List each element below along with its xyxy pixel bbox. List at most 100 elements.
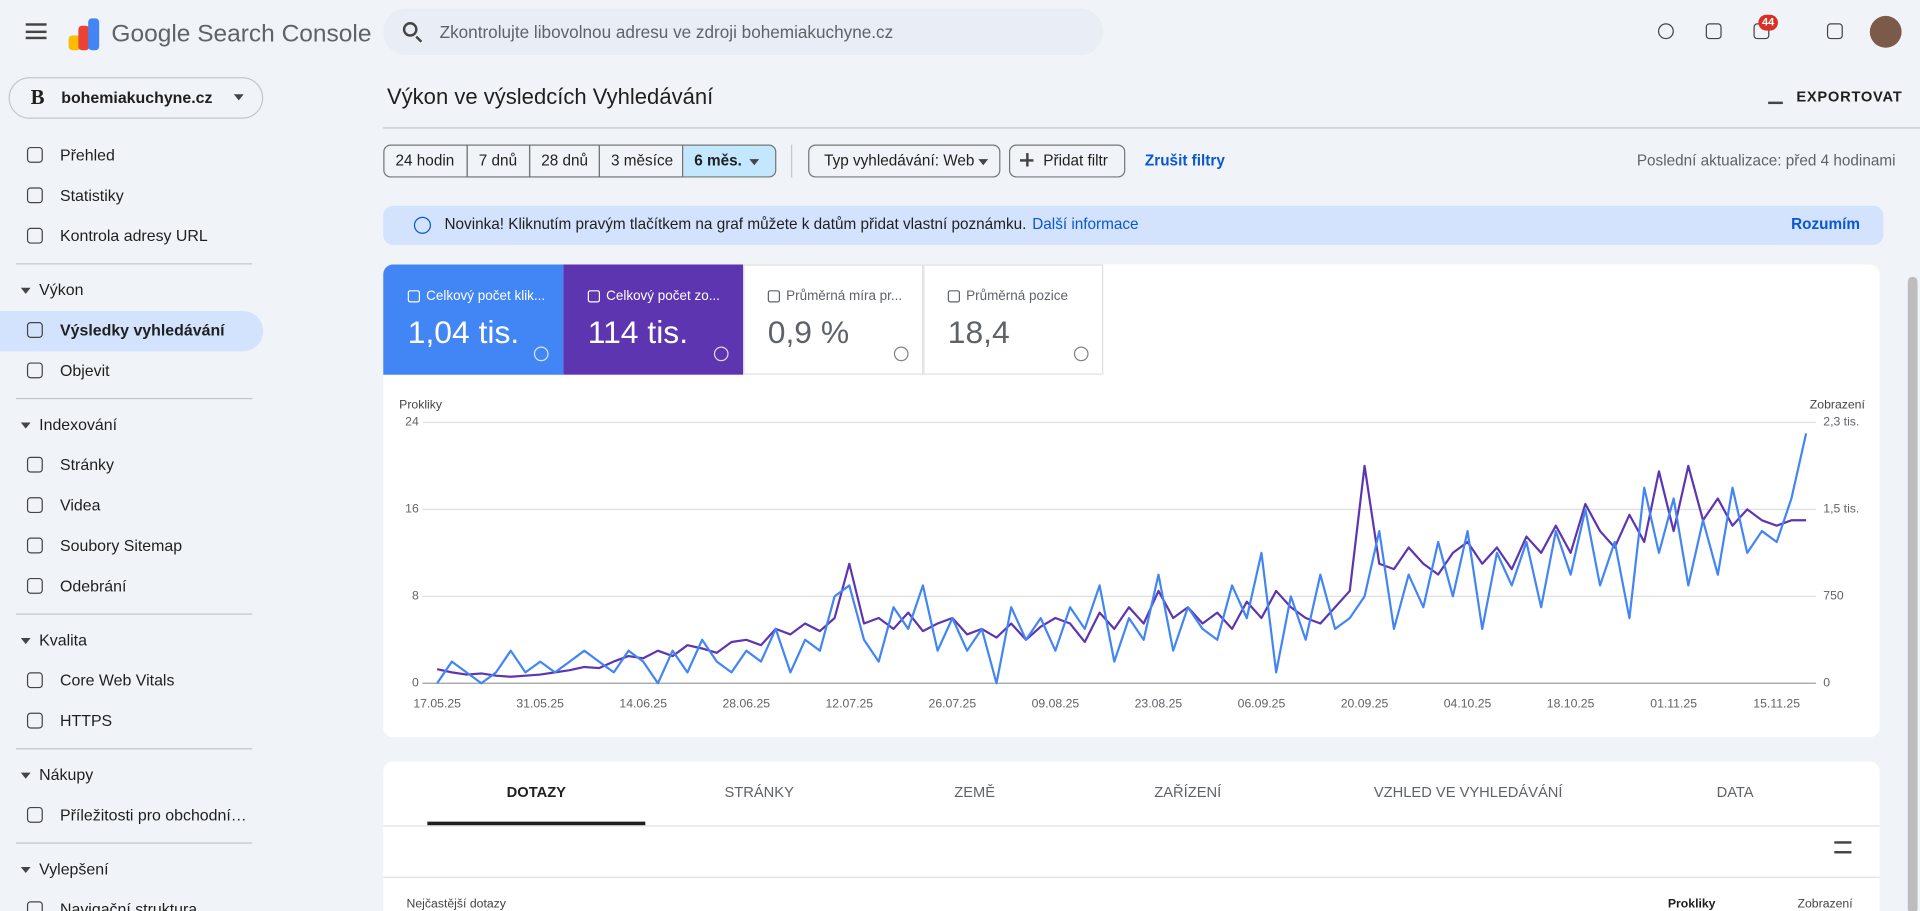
x-tick-label: 14.06.25 [619, 696, 667, 710]
y2-tick-label: 750 [1823, 589, 1844, 603]
divider [383, 825, 1880, 827]
icon [26, 712, 43, 729]
y2-axis-label: Zobrazení [1810, 398, 1866, 412]
y2-tick-label: 0 [1823, 675, 1830, 689]
header-divider [383, 127, 1920, 129]
x-tick-label: 26.07.25 [929, 696, 977, 710]
divider [15, 397, 253, 400]
date-range-label: 24 hodin [395, 151, 455, 169]
icon [26, 322, 43, 338]
series-line [436, 433, 1808, 685]
tab[interactable]: ZEMĚ [954, 783, 996, 801]
export-button[interactable]: EXPORTOVAT [1796, 88, 1903, 106]
icon [1705, 23, 1722, 40]
tab[interactable]: DOTAZY [506, 783, 566, 801]
add-filter-label: Přidat filtr [1043, 151, 1108, 169]
logo [68, 18, 101, 51]
divider [383, 876, 1880, 878]
page-title: Výkon ve výsledcích Vyhledávání [386, 84, 714, 109]
x-tick-label: 09.08.25 [1032, 696, 1080, 710]
banner-dismiss[interactable]: Rozumím [1791, 215, 1861, 233]
date-range-button[interactable] [682, 144, 777, 178]
search-icon-handle [415, 35, 423, 43]
metric-label: Celkový počet klik... [426, 288, 546, 304]
nav-label: Statistiky [60, 186, 124, 205]
nav-section[interactable]: Nákupy [39, 765, 94, 784]
tab[interactable]: VZHLED VE VYHLEDÁVÁNÍ [1373, 783, 1563, 801]
x-tick-label: 06.09.25 [1238, 696, 1286, 710]
date-range-label: 28 dnů [541, 151, 589, 169]
nav-section[interactable]: Kvalita [39, 630, 87, 649]
x-tick-label: 18.10.25 [1547, 696, 1595, 710]
help-icon [533, 346, 549, 362]
plus-v [1026, 153, 1028, 167]
divider [15, 748, 253, 750]
metric-card[interactable] [923, 264, 1104, 375]
clear-filters[interactable]: Zrušit filtry [1144, 151, 1225, 169]
metric-card[interactable] [563, 264, 744, 375]
metric-label: Průměrná míra pr... [786, 288, 903, 304]
tab[interactable]: STRÁNKY [724, 783, 794, 801]
logo-part [88, 18, 100, 51]
icon [1657, 23, 1674, 40]
nav-section[interactable]: Vylepšení [39, 859, 109, 878]
nav-label: Core Web Vitals [60, 671, 175, 690]
column-header[interactable]: Zobrazení [1797, 897, 1853, 911]
nav-section[interactable]: Indexování [39, 415, 118, 434]
column-header[interactable]: Prokliky [1667, 897, 1716, 911]
notification-badge: 44 [1758, 14, 1778, 31]
nav-label: Objevit [60, 361, 110, 380]
x-tick-label: 01.11.25 [1650, 696, 1697, 710]
nav-section[interactable]: Výkon [39, 280, 84, 299]
icon [26, 497, 43, 514]
checkbox [767, 290, 781, 303]
banner-text: Novinka! Kliknutím pravým tlačítkem na g… [444, 215, 1027, 233]
metric-value: 0,9 % [767, 313, 850, 351]
series-line [436, 464, 1807, 678]
property-name: bohemiakuchyne.cz [61, 88, 213, 107]
menu-button[interactable] [25, 23, 47, 40]
x-tick-label: 23.08.25 [1135, 696, 1183, 710]
caret [749, 159, 760, 170]
caret [978, 159, 989, 170]
search-type-button[interactable] [808, 144, 1001, 178]
avatar[interactable] [1869, 15, 1902, 48]
checkbox [947, 290, 961, 303]
nav-label: HTTPS [60, 711, 113, 730]
property-selector[interactable] [8, 77, 264, 119]
last-update: Poslední aktualizace: před 4 hodinami [1636, 151, 1896, 169]
icon [26, 577, 43, 594]
tab[interactable]: ZAŘÍZENÍ [1154, 783, 1222, 801]
banner-link[interactable]: Další informace [1032, 215, 1139, 233]
x-tick-label: 28.06.25 [722, 696, 770, 710]
nav-label: Přehled [60, 145, 115, 165]
icon [26, 146, 43, 163]
y-tick-label: 16 [405, 502, 419, 516]
search-box[interactable] [383, 8, 1104, 56]
metric-card[interactable] [383, 264, 564, 375]
section-caret [20, 772, 31, 784]
metric-value: 18,4 [947, 313, 1010, 351]
nav-label: Stránky [60, 455, 114, 474]
caret [233, 94, 244, 105]
nav-label: Výsledky vyhledávání [60, 320, 225, 340]
x-tick-label: 15.11.25 [1753, 696, 1800, 710]
add-filter-button[interactable] [1008, 144, 1126, 178]
section-caret [20, 422, 31, 433]
nav-label: Navigační struktura [60, 900, 198, 911]
filter-icon[interactable] [1834, 841, 1852, 854]
metric-label: Celkový počet zo... [606, 288, 720, 304]
nav-label: Odebrání [60, 576, 127, 596]
nav-label: Videa [60, 495, 101, 515]
y-tick-label: 8 [412, 589, 419, 603]
search-placeholder: Zkontrolujte libovolnou adresu ve zdroji… [439, 22, 894, 42]
info-icon [413, 216, 432, 234]
tab[interactable]: DATA [1716, 783, 1754, 801]
icon [26, 227, 43, 244]
icon [26, 187, 43, 204]
metric-card[interactable] [743, 264, 924, 375]
nav-item[interactable] [0, 310, 264, 351]
